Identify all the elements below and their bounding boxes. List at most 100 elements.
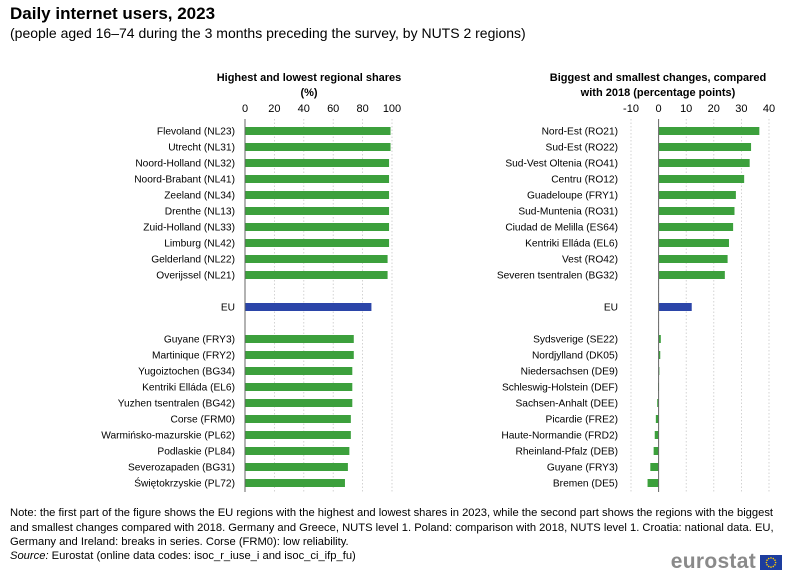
- category-label: Utrecht (NL31): [168, 143, 235, 154]
- panel-2-tick-label: 20: [708, 103, 720, 115]
- category-label: Sud-Est (RO22): [546, 143, 618, 154]
- panel-1-tick-label: 40: [298, 103, 310, 115]
- bar: [245, 175, 390, 183]
- bar: [653, 447, 659, 455]
- category-label: Warmińsko-mazurskie (PL62): [101, 431, 235, 442]
- category-label: Overijssel (NL21): [156, 271, 235, 282]
- source-label: Source:: [10, 550, 49, 562]
- bar: [245, 399, 353, 407]
- bar: [245, 463, 348, 471]
- category-label: Bremen (DE5): [553, 479, 618, 490]
- panel-2-tick-label: 40: [763, 103, 775, 115]
- chart-area: Highest and lowest regional shares (%) 0 20…: [101, 72, 775, 492]
- bar: [245, 367, 353, 375]
- bar: [658, 159, 750, 167]
- panel-1-tick-label: 60: [327, 103, 339, 115]
- category-label: Corse (FRM0): [170, 415, 235, 426]
- bar: [658, 351, 661, 359]
- bar: [245, 127, 391, 135]
- category-label: EU: [221, 303, 235, 314]
- bar: [658, 335, 661, 343]
- bar: [647, 479, 659, 487]
- footnote: Note: the first part of the figure shows…: [10, 507, 774, 548]
- category-label: Guadeloupe (FRY1): [527, 191, 618, 202]
- panel-1-tick-label: 100: [383, 103, 401, 115]
- panel-1-title-line1: Highest and lowest regional shares: [217, 72, 402, 84]
- bar: [658, 127, 760, 135]
- category-label: Haute-Normandie (FRD2): [501, 431, 618, 442]
- source-text: Eurostat (online data codes: isoc_r_iuse…: [48, 550, 356, 562]
- category-label: Niedersachsen (DE9): [521, 367, 618, 378]
- category-label: Flevoland (NL23): [157, 127, 235, 138]
- bar: [245, 335, 354, 343]
- category-label: Guyane (FRY3): [164, 335, 235, 346]
- bar: [658, 271, 725, 279]
- bar: [245, 207, 390, 215]
- category-label: Drenthe (NL13): [165, 207, 235, 218]
- category-label: Ciudad de Melilla (ES64): [505, 223, 618, 234]
- category-label: Sydsverige (SE22): [533, 335, 618, 346]
- bar: [245, 431, 351, 439]
- bar: [658, 175, 745, 183]
- category-label: Severen tsentralen (BG32): [497, 271, 618, 282]
- category-label: Yugoiztochen (BG34): [138, 367, 235, 378]
- bar: [655, 415, 659, 423]
- category-label: Severozapaden (BG31): [128, 463, 235, 474]
- panel-2-tick-label: 30: [735, 103, 747, 115]
- bar: [654, 431, 659, 439]
- bar: [658, 143, 752, 151]
- panel-2-tick-label: 10: [680, 103, 692, 115]
- category-label: Kentriki Elláda (EL6): [142, 383, 235, 394]
- eu-bar: [245, 303, 372, 311]
- category-label: Centru (RO12): [551, 175, 618, 186]
- category-label: EU: [604, 303, 618, 314]
- panel-2-title-line1: Biggest and smallest changes, compared: [550, 72, 766, 84]
- category-label: Nordjylland (DK05): [532, 351, 618, 362]
- eu-bar: [658, 303, 692, 311]
- bar: [658, 191, 736, 199]
- category-label: Nord-Est (RO21): [542, 127, 618, 138]
- bar: [245, 383, 353, 391]
- panel-1-title-line2: (%): [300, 87, 317, 99]
- category-label: Sachsen-Anhalt (DEE): [516, 399, 619, 410]
- category-label: Limburg (NL42): [164, 239, 235, 250]
- category-label: Gelderland (NL22): [151, 255, 235, 266]
- bar: [245, 255, 388, 263]
- bar: [245, 415, 351, 423]
- bar: [245, 159, 390, 167]
- bar: [658, 239, 729, 247]
- bar: [245, 351, 354, 359]
- panel-1-tick-label: 0: [242, 103, 248, 115]
- source-line: Source: Eurostat (online data codes: iso…: [10, 550, 356, 562]
- eurostat-logo: eurostat: [671, 550, 782, 574]
- bar: [245, 271, 388, 279]
- logo-text: eurostat: [670, 550, 756, 573]
- category-label: Podlaskie (PL84): [157, 447, 235, 458]
- category-label: Noord-Holland (NL32): [135, 159, 235, 170]
- category-label: Noord-Brabant (NL41): [134, 175, 235, 186]
- bar: [650, 463, 659, 471]
- category-label: Rheinland-Pfalz (DEB): [516, 447, 618, 458]
- bar: [245, 447, 350, 455]
- panel-2-tick-label: -10: [623, 103, 639, 115]
- category-label: Zuid-Holland (NL33): [143, 223, 235, 234]
- category-label: Kentriki Elláda (EL6): [525, 239, 618, 250]
- category-label: Schleswig-Holstein (DEF): [502, 383, 618, 394]
- bar: [245, 143, 391, 151]
- category-label: Sud-Muntenia (RO31): [518, 207, 618, 218]
- category-label: Guyane (FRY3): [547, 463, 618, 474]
- bar: [245, 223, 390, 231]
- bar: [658, 255, 728, 263]
- category-label: Vest (RO42): [562, 255, 618, 266]
- category-label: Yuzhen tsentralen (BG42): [118, 399, 235, 410]
- bar: [245, 239, 390, 247]
- chart-title: Daily internet users, 2023: [10, 4, 216, 23]
- bar: [658, 207, 735, 215]
- category-label: Zeeland (NL34): [164, 191, 235, 202]
- bar: [245, 191, 390, 199]
- panel-2-title-line2: with 2018 (percentage points): [580, 87, 736, 99]
- panel-1-tick-label: 20: [268, 103, 280, 115]
- panel-2-tick-label: 0: [656, 103, 662, 115]
- category-label: Picardie (FRE2): [546, 415, 618, 426]
- bar: [245, 479, 345, 487]
